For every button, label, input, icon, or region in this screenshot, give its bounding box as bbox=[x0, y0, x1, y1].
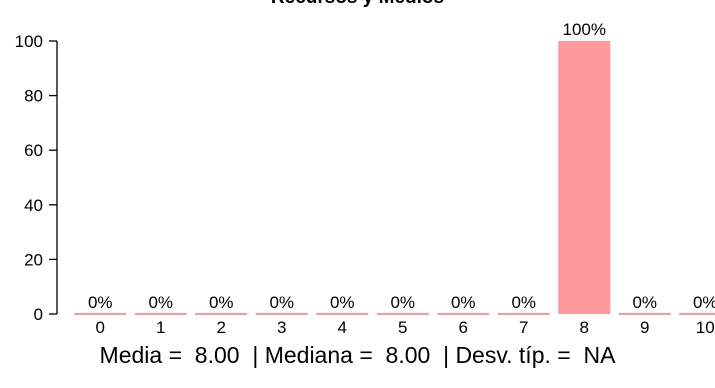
x-tick-label: 4 bbox=[338, 318, 347, 337]
data-label: 0% bbox=[693, 293, 715, 312]
data-labels: 0% 0% 0% 0% 0% 0% 0% 0% 100% 0% 0% bbox=[88, 20, 715, 312]
x-tick-label: 7 bbox=[519, 318, 528, 337]
summary-stats: Media = 8.00 | Mediana = 8.00 | Desv. tí… bbox=[0, 342, 715, 369]
y-axis: 0 20 40 60 80 100 bbox=[15, 32, 57, 324]
x-tick-label: 8 bbox=[580, 318, 589, 337]
data-label: 0% bbox=[511, 293, 536, 312]
data-label: 100% bbox=[563, 20, 606, 39]
y-tick-label: 60 bbox=[24, 141, 43, 160]
data-label: 0% bbox=[390, 293, 415, 312]
x-tick-label: 6 bbox=[459, 318, 468, 337]
data-label: 0% bbox=[269, 293, 294, 312]
bars bbox=[74, 41, 715, 314]
data-label: 0% bbox=[88, 293, 113, 312]
x-tick-label: 2 bbox=[217, 318, 226, 337]
y-tick-label: 40 bbox=[24, 196, 43, 215]
y-tick-label: 80 bbox=[24, 87, 43, 106]
y-tick-label: 100 bbox=[15, 32, 43, 51]
x-tick-label: 10 bbox=[696, 318, 715, 337]
x-tick-label: 0 bbox=[96, 318, 105, 337]
data-label: 0% bbox=[330, 293, 355, 312]
bar bbox=[558, 41, 610, 314]
data-label: 0% bbox=[209, 293, 234, 312]
data-label: 0% bbox=[632, 293, 657, 312]
x-tick-label: 9 bbox=[640, 318, 649, 337]
x-tick-label: 3 bbox=[277, 318, 286, 337]
x-tick-label: 5 bbox=[398, 318, 407, 337]
x-tick-labels: 0 1 2 3 4 5 6 7 8 9 10 bbox=[96, 318, 715, 337]
x-tick-label: 1 bbox=[156, 318, 165, 337]
data-label: 0% bbox=[451, 293, 476, 312]
y-tick-label: 0 bbox=[34, 305, 43, 324]
y-tick-label: 20 bbox=[24, 250, 43, 269]
data-label: 0% bbox=[148, 293, 173, 312]
